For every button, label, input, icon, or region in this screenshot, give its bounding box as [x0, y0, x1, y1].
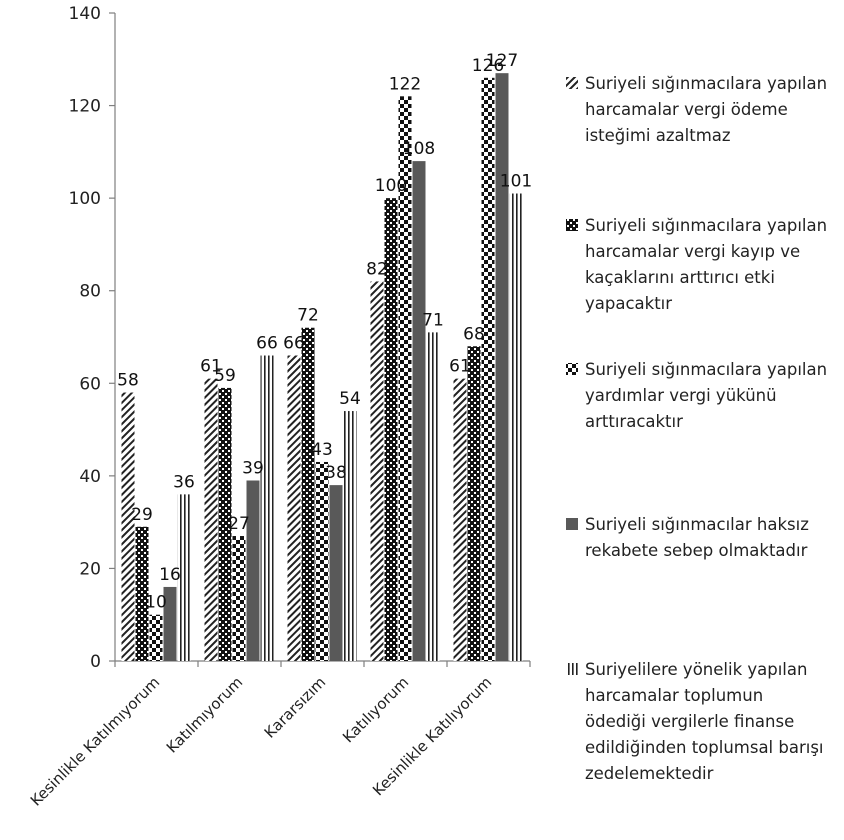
data-label: 61	[449, 357, 471, 377]
data-label: 66	[256, 334, 278, 354]
y-tick-label: 100	[69, 189, 101, 209]
legend-label: edildiğinden toplumsal barışı	[585, 738, 824, 757]
y-tick-label: 40	[79, 467, 101, 487]
bars	[121, 73, 523, 662]
bar	[301, 327, 315, 661]
legend-label: ödediği vergilerle finanse	[585, 712, 794, 731]
y-tick-label: 0	[90, 652, 101, 672]
bar	[495, 73, 509, 661]
bar	[204, 378, 218, 661]
data-label: 29	[131, 505, 153, 525]
data-label: 108	[403, 139, 435, 159]
bar	[329, 485, 343, 661]
legend-label: yardımlar vergi yükünü	[585, 386, 777, 405]
bar	[398, 96, 412, 662]
bar	[177, 494, 191, 661]
data-label: 82	[366, 259, 388, 279]
bar	[384, 198, 398, 661]
y-tick-label: 60	[79, 374, 101, 394]
x-category-label: Katılıyorum	[339, 673, 412, 746]
bar	[287, 355, 301, 661]
legend-swatch	[566, 77, 578, 89]
y-tick-label: 20	[79, 559, 101, 579]
legend-label: Suriyeli sığınmacılara yapılan	[585, 74, 827, 93]
bar	[426, 332, 440, 661]
legend-label: arttıracaktır	[585, 412, 683, 431]
legend-label: Suriyelilere yönelik yapılan	[585, 660, 807, 679]
data-label: 38	[325, 463, 347, 483]
data-label: 36	[173, 472, 195, 492]
bar	[509, 193, 523, 661]
bar	[260, 355, 274, 661]
legend-label: isteğimi azaltmaz	[585, 126, 731, 145]
data-label: 43	[311, 440, 333, 460]
x-category-label: Katılmıyorum	[163, 673, 247, 757]
y-tick-label: 120	[69, 97, 101, 117]
bar	[370, 281, 384, 661]
data-label: 58	[117, 371, 139, 391]
data-label: 101	[500, 172, 532, 192]
bar	[246, 480, 260, 661]
legend: Suriyeli sığınmacılara yapılan harcamalar…	[566, 74, 827, 783]
data-label: 27	[228, 514, 250, 534]
bar	[343, 411, 357, 661]
y-tick-label: 80	[79, 282, 101, 302]
legend-label: rekabete sebep olmaktadır	[585, 541, 808, 560]
legend-swatch	[566, 219, 578, 231]
legend-swatch	[566, 363, 578, 375]
bar	[218, 387, 232, 661]
data-label: 66	[283, 334, 305, 354]
data-label: 39	[242, 458, 264, 478]
data-label: 54	[339, 389, 361, 409]
legend-label: harcamalar toplumun	[585, 686, 763, 705]
bar	[149, 614, 163, 661]
bar	[315, 461, 329, 661]
legend-label: yapacaktır	[585, 294, 672, 313]
legend-label: Suriyeli sığınmacılar haksız	[585, 515, 809, 534]
data-label: 126	[472, 56, 504, 76]
y-tick-label: 140	[69, 4, 101, 24]
x-category-label: Kararsızım	[261, 673, 330, 742]
data-label: 16	[159, 565, 181, 585]
data-label: 61	[200, 357, 222, 377]
data-label: 127	[486, 51, 518, 71]
data-label: 100	[375, 176, 407, 196]
legend-label: harcamalar vergi kayıp ve	[585, 242, 800, 261]
bar	[121, 392, 135, 661]
bar	[481, 77, 495, 662]
legend-label: harcamalar vergi ödeme	[585, 100, 788, 119]
data-label: 59	[214, 366, 236, 386]
bar	[467, 346, 481, 661]
legend-label: Suriyeli sığınmacılara yapılan	[585, 360, 827, 379]
data-label: 71	[422, 310, 444, 330]
data-label: 72	[297, 306, 319, 326]
legend-label: zedelemektedir	[585, 764, 714, 783]
x-category-label: Kesinlikle Katılmıyorum	[27, 673, 164, 810]
bar	[453, 378, 467, 661]
legend-label: Suriyeli sığınmacılara yapılan	[585, 216, 827, 235]
legend-label: kaçaklarını arttırıcı etki	[585, 268, 775, 287]
data-label: 122	[389, 74, 421, 94]
bar	[412, 161, 426, 661]
bar	[163, 586, 177, 661]
legend-swatch	[566, 518, 578, 530]
data-label: 68	[463, 324, 485, 344]
data-label: 10	[145, 593, 167, 613]
bar	[135, 526, 149, 661]
legend-swatch	[566, 663, 578, 675]
bar	[232, 536, 246, 661]
